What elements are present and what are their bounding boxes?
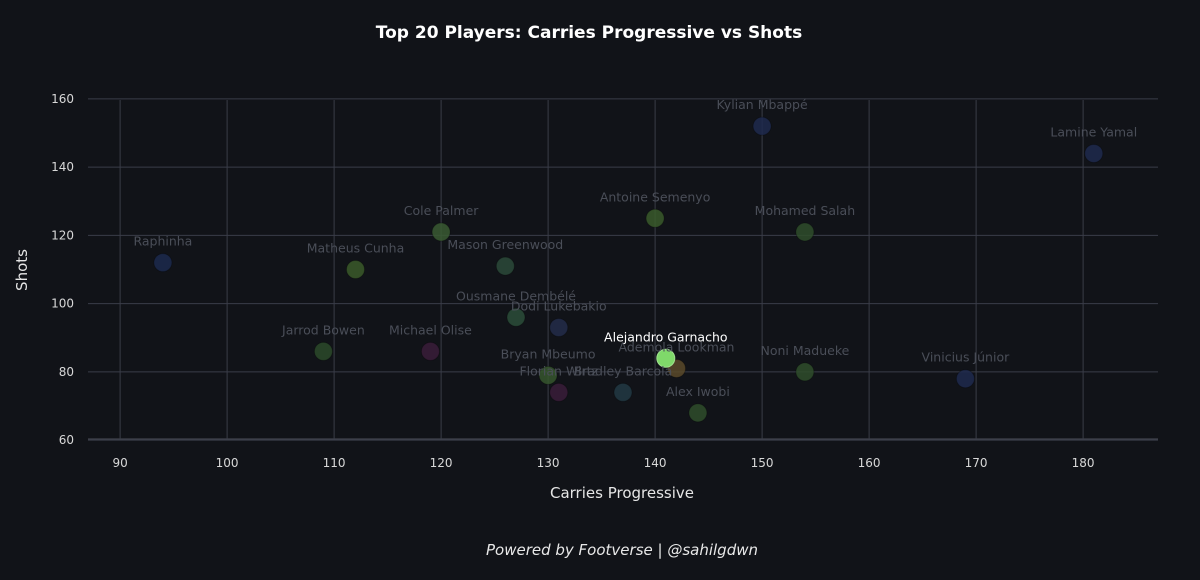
point-label: Jarrod Bowen [281, 322, 365, 337]
x-tick-label: 170 [965, 456, 988, 470]
data-point [549, 318, 569, 338]
data-point [431, 222, 451, 242]
x-tick-label: 130 [537, 456, 560, 470]
x-tick-label: 120 [430, 456, 453, 470]
x-tick-label: 180 [1072, 456, 1095, 470]
data-point [346, 260, 365, 279]
point-label: Matheus Cunha [307, 241, 405, 256]
data-point [645, 208, 665, 228]
data-point-highlighted [656, 348, 676, 368]
y-tick-label: 120 [51, 228, 74, 242]
point-label: Cole Palmer [404, 203, 479, 218]
data-point [795, 222, 815, 242]
grid-lines [88, 98, 1158, 441]
y-tick-label: 140 [51, 160, 74, 174]
point-labels: Raphinha Jarrod Bowen Matheus Cunha Michael… [133, 97, 1137, 399]
x-tick-label: 100 [216, 456, 239, 470]
data-point [688, 403, 708, 423]
point-label-highlighted: Alejandro Garnacho [604, 329, 727, 344]
y-axis-label: Shots [13, 249, 31, 291]
point-label: Ousmane Dembélé [456, 288, 576, 303]
x-tick-label: 90 [112, 456, 127, 470]
data-point [420, 341, 440, 361]
data-point [752, 116, 772, 136]
point-label: Noni Madueke [760, 343, 849, 358]
y-tick-label: 80 [59, 365, 74, 379]
data-point [313, 341, 333, 361]
footer-credit: Powered by Footverse | @sahilgdwn [486, 541, 758, 559]
tick-labels: 90 100 110 120 130 140 150 160 170 180 60 80 100 120 1… [51, 92, 1094, 470]
x-tick-label: 140 [644, 456, 667, 470]
point-label: Mohamed Salah [755, 203, 855, 218]
data-point [613, 382, 633, 402]
x-tick-label: 160 [858, 456, 881, 470]
y-tick-label: 60 [59, 433, 74, 447]
point-label: Alex Iwobi [666, 384, 730, 399]
data-point [538, 365, 558, 385]
point-label: Bradley Barcola [574, 363, 673, 378]
point-label: Kylian Mbappé [717, 97, 808, 112]
point-label: Bryan Mbeumo [501, 346, 596, 361]
chart-title: Top 20 Players: Carries Progressive vs S… [376, 23, 802, 43]
point-label: Vinicius Júnior [922, 350, 1011, 365]
point-label: Lamine Yamal [1050, 124, 1137, 139]
data-point [549, 382, 569, 402]
x-tick-label: 110 [323, 456, 346, 470]
point-label: Florian Wirtz [519, 363, 598, 378]
data-point [153, 253, 173, 273]
point-label: Dodi Lukebakio [511, 299, 607, 314]
point-label: Ademola Lookman [619, 339, 735, 354]
data-point [955, 369, 975, 389]
data-points [153, 116, 1104, 423]
point-label: Michael Olise [389, 322, 472, 337]
x-tick-label: 150 [751, 456, 774, 470]
x-axis-label: Carries Progressive [550, 484, 694, 502]
data-point [1084, 143, 1104, 163]
data-point [506, 307, 526, 327]
data-point [795, 362, 815, 382]
point-label: Raphinha [133, 234, 192, 249]
point-label: Antoine Semenyo [600, 189, 711, 204]
data-point [495, 256, 515, 276]
point-label: Mason Greenwood [447, 237, 563, 252]
y-tick-label: 100 [51, 297, 74, 311]
y-tick-label: 160 [51, 92, 74, 106]
